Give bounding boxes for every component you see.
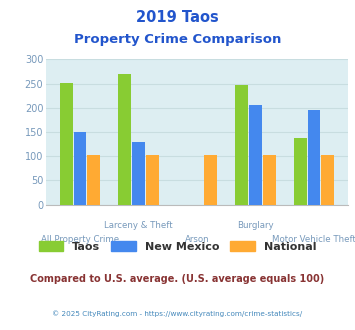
- Text: © 2025 CityRating.com - https://www.cityrating.com/crime-statistics/: © 2025 CityRating.com - https://www.city…: [53, 310, 302, 317]
- Bar: [249, 105, 262, 205]
- Text: Larceny & Theft: Larceny & Theft: [104, 221, 173, 230]
- Text: Property Crime Comparison: Property Crime Comparison: [74, 33, 281, 46]
- Bar: [73, 132, 87, 205]
- Text: Burglary: Burglary: [237, 221, 274, 230]
- Text: Motor Vehicle Theft: Motor Vehicle Theft: [272, 235, 355, 244]
- Bar: [235, 84, 248, 205]
- Bar: [87, 155, 100, 205]
- Bar: [307, 110, 321, 205]
- Text: 2019 Taos: 2019 Taos: [136, 10, 219, 25]
- Bar: [263, 155, 276, 205]
- Text: All Property Crime: All Property Crime: [41, 235, 119, 244]
- Bar: [321, 155, 334, 205]
- Legend: Taos, New Mexico, National: Taos, New Mexico, National: [34, 237, 321, 256]
- Text: Compared to U.S. average. (U.S. average equals 100): Compared to U.S. average. (U.S. average …: [31, 274, 324, 284]
- Bar: [118, 74, 131, 205]
- Bar: [146, 155, 159, 205]
- Text: Arson: Arson: [185, 235, 209, 244]
- Bar: [132, 142, 145, 205]
- Bar: [204, 155, 217, 205]
- Bar: [294, 138, 307, 205]
- Bar: [60, 82, 73, 205]
